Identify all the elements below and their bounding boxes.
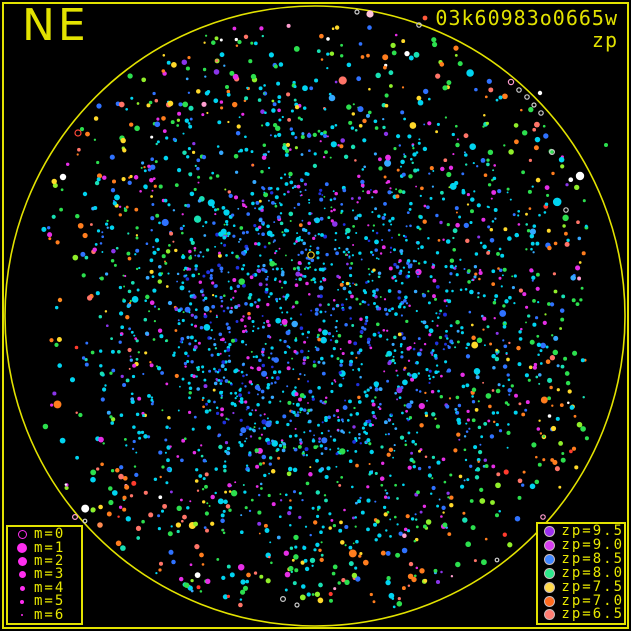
legend-row: m=4 xyxy=(10,579,81,596)
field-boundary-circle xyxy=(4,5,626,627)
legend-row: zp=8.5 xyxy=(538,551,624,568)
legend-label: m=1 xyxy=(34,539,66,556)
zeropoint-legend: zp=9.5 zp=9.0 zp=8.5 zp=8.0 zp=7.5 zp=7.… xyxy=(536,522,626,625)
legend-label: zp=6.5 xyxy=(561,606,624,623)
legend-row: zp=7.5 xyxy=(538,578,624,595)
zp85-dot-icon xyxy=(544,555,554,565)
legend-row: m=2 xyxy=(10,553,81,570)
quantity-label: zp xyxy=(591,28,618,52)
title-block: 03k60983o0665w zp xyxy=(435,7,618,51)
open-circle-markers-layer xyxy=(71,9,569,608)
legend-label: zp=7.0 xyxy=(561,592,624,609)
legend-row: zp=9.5 xyxy=(538,523,624,540)
m3-dot-icon xyxy=(18,571,26,579)
legend-row: m=3 xyxy=(10,566,81,583)
m6-dot-icon xyxy=(20,613,24,617)
legend-label: m=0 xyxy=(34,526,66,543)
legend-row: m=1 xyxy=(10,539,81,556)
legend-label: m=2 xyxy=(34,553,66,570)
legend-row: zp=9.0 xyxy=(538,537,624,554)
legend-label: zp=9.5 xyxy=(561,523,624,540)
m5-dot-icon xyxy=(20,599,24,604)
zp80-dot-icon xyxy=(544,568,554,578)
legend-row: m=5 xyxy=(10,593,81,610)
legend-row: zp=8.0 xyxy=(538,564,624,581)
zp95-dot-icon xyxy=(544,527,554,537)
legend-label: zp=8.5 xyxy=(561,551,624,568)
legend-row: m=6 xyxy=(10,606,81,623)
legend-row: zp=6.5 xyxy=(538,606,624,623)
legend-label: zp=9.0 xyxy=(561,537,624,554)
magnitude-legend: m=0 m=1 m=2 m=3 m=4 m=5 m=6 xyxy=(6,525,83,625)
legend-label: zp=8.0 xyxy=(561,564,624,581)
exposure-title: 03k60983o0665w xyxy=(435,6,618,30)
scatter-points-layer xyxy=(41,23,589,609)
m2-dot-icon xyxy=(17,557,27,567)
zp90-dot-icon xyxy=(544,541,554,551)
m4-dot-icon xyxy=(19,585,25,591)
legend-label: m=5 xyxy=(34,593,66,610)
legend-label: m=6 xyxy=(34,606,66,623)
legend-label: m=4 xyxy=(34,579,66,596)
m0-ring-icon xyxy=(17,530,27,540)
legend-label: zp=7.5 xyxy=(561,578,624,595)
zp65-dot-icon xyxy=(544,610,554,620)
legend-row: zp=7.0 xyxy=(538,592,624,609)
orientation-label: NE xyxy=(22,0,89,51)
m1-dot-icon xyxy=(17,543,27,554)
zp75-dot-icon xyxy=(544,582,554,592)
legend-row: m=0 xyxy=(10,526,81,543)
zp70-dot-icon xyxy=(544,596,554,606)
bright-source-markers-layer xyxy=(57,10,608,528)
legend-label: m=3 xyxy=(34,566,66,583)
